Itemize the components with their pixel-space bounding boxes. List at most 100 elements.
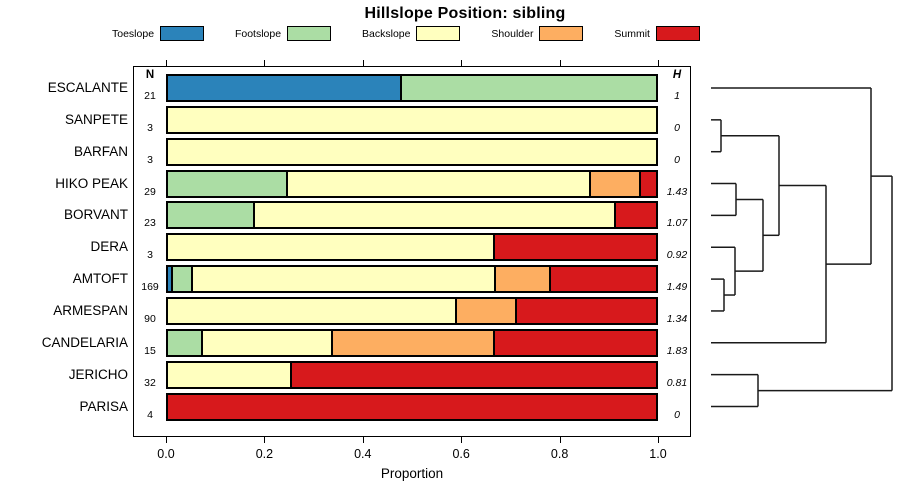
legend-swatch-toeslope — [160, 26, 205, 41]
row-count-value: 169 — [141, 281, 159, 294]
count-column-header: N — [145, 69, 155, 81]
legend-item-summit: Summit — [614, 26, 700, 41]
row-count-value: 15 — [144, 344, 156, 357]
bar-segment-backslope — [168, 235, 494, 260]
x-axis-tick — [461, 437, 463, 443]
x-tick-label: 1.0 — [649, 447, 667, 461]
legend-label: Backslope — [362, 27, 411, 40]
x-axis-tick — [166, 437, 167, 443]
row-label: DERA — [90, 239, 128, 255]
x-tick-label: 0.6 — [452, 447, 470, 461]
legend-label: Toeslope — [112, 27, 155, 40]
stacked-bar — [166, 392, 658, 421]
bar-segment-footslope — [168, 203, 253, 228]
bar-segment-shoulder — [455, 298, 515, 323]
legend-swatch-backslope — [416, 26, 461, 41]
row-label: BARFAN — [73, 143, 128, 159]
row-count-value: 4 — [147, 408, 153, 421]
legend-swatch-shoulder — [539, 26, 584, 41]
legend: Toeslope Footslope Backslope Shoulder Su… — [112, 26, 700, 41]
plot-area-frame — [133, 66, 691, 437]
row-diversity-value: 0 — [674, 153, 680, 166]
row-diversity-value: 1.07 — [666, 217, 688, 230]
row-count-value: 32 — [144, 376, 156, 389]
row-count-value: 3 — [147, 153, 153, 166]
x-tick-label: 0.0 — [157, 447, 175, 461]
bar-segment-shoulder — [493, 267, 549, 292]
row-diversity-value: 1.49 — [666, 281, 688, 294]
x-axis-tick — [658, 60, 659, 66]
x-tick-label: 0.8 — [550, 447, 569, 461]
row-label: SANPETE — [64, 111, 128, 127]
bar-segment-toeslope — [168, 76, 401, 100]
stacked-bar — [166, 328, 658, 357]
bar-segment-toeslope — [168, 267, 171, 292]
row-label: PARISA — [79, 398, 128, 414]
bar-segment-footslope — [168, 330, 201, 355]
x-axis-tick — [362, 60, 364, 66]
legend-item-backslope: Backslope — [362, 26, 461, 41]
stacked-bar — [166, 201, 658, 230]
bar-segment-shoulder — [330, 330, 494, 355]
row-label: ESCALANTE — [47, 80, 128, 95]
bar-segment-backslope — [168, 362, 290, 387]
row-diversity-value: 0 — [674, 121, 680, 134]
chart-title: Hillslope Position: sibling — [364, 5, 566, 22]
x-axis-tick — [264, 60, 266, 66]
x-axis-tick — [461, 60, 463, 66]
x-axis-tick — [362, 437, 364, 443]
row-diversity-value: 1.34 — [666, 312, 688, 325]
bar-segment-footslope — [170, 267, 191, 292]
stacked-bar — [166, 137, 658, 166]
x-axis-tick — [559, 60, 561, 66]
stacked-bar — [166, 296, 658, 325]
stacked-bar — [166, 105, 658, 134]
row-count-value: 3 — [147, 121, 153, 134]
x-axis-tick — [264, 437, 266, 443]
row-diversity-value: 1 — [674, 90, 680, 102]
row-label: HIKO PEAK — [55, 175, 128, 191]
bar-segment-backslope — [200, 330, 331, 355]
bar-segment-backslope — [252, 203, 614, 228]
bar-segment-backslope — [168, 298, 456, 323]
legend-item-toeslope: Toeslope — [112, 26, 205, 41]
legend-label: Shoulder — [491, 27, 534, 40]
bar-segment-backslope — [285, 171, 589, 196]
bar-segment-summit — [493, 330, 656, 355]
row-count-value: 23 — [144, 217, 156, 230]
legend-swatch-summit — [655, 26, 700, 41]
legend-swatch-footslope — [287, 26, 332, 41]
legend-item-footslope: Footslope — [234, 26, 332, 41]
row-label: CANDELARIA — [41, 334, 128, 350]
row-count-value: 90 — [144, 312, 156, 325]
row-label: AMTOFT — [72, 271, 128, 287]
bar-segment-shoulder — [588, 171, 639, 196]
row-diversity-value: 0 — [674, 408, 680, 421]
x-tick-label: 0.2 — [255, 447, 274, 461]
legend-label: Summit — [614, 27, 650, 40]
row-count-value: 3 — [147, 249, 153, 262]
bar-segment-summit — [514, 298, 656, 323]
x-tick-label: 0.4 — [354, 447, 372, 461]
legend-item-shoulder: Shoulder — [491, 26, 584, 41]
row-count-value: 29 — [144, 185, 156, 198]
bar-segment-summit — [493, 235, 656, 260]
bar-segment-summit — [290, 362, 656, 387]
stacked-bar — [166, 360, 658, 389]
stacked-bar — [166, 169, 658, 198]
stacked-bar — [166, 233, 658, 262]
row-label: BORVANT — [63, 207, 128, 223]
bar-segment-footslope — [168, 171, 286, 196]
stacked-bar — [166, 74, 658, 102]
x-axis-tick — [658, 437, 659, 443]
row-diversity-value: 1.43 — [666, 185, 688, 198]
legend-label: Footslope — [234, 27, 282, 40]
x-axis-tick — [166, 60, 167, 66]
row-diversity-value: 0.81 — [666, 376, 688, 389]
bar-segment-summit — [168, 394, 656, 419]
bar-segment-backslope — [168, 139, 656, 164]
row-diversity-value: 1.83 — [666, 344, 688, 357]
bar-segment-footslope — [400, 76, 656, 100]
stacked-bar — [166, 265, 658, 294]
